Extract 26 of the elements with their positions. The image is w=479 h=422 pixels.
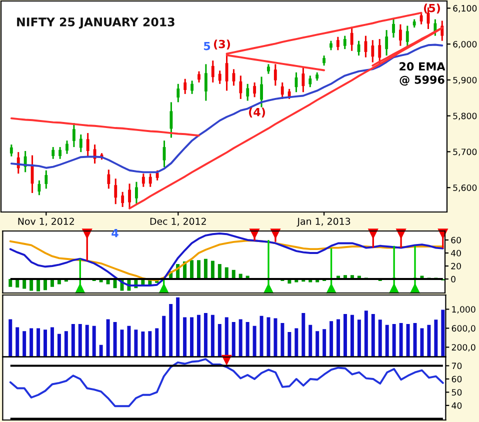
y-tick-label: 5,600 bbox=[453, 184, 477, 192]
y-tick-label: 60 bbox=[452, 376, 462, 382]
y-tick-label: 5,700 bbox=[453, 148, 477, 156]
y-tick-label: 60 bbox=[451, 236, 461, 244]
annotation: (3) bbox=[214, 40, 230, 50]
y-tick-label: 20 bbox=[451, 262, 461, 270]
y-tick-label: 1,000 bbox=[452, 306, 476, 314]
y-tick-label: 70 bbox=[452, 362, 462, 370]
annotation: (5) bbox=[424, 4, 440, 14]
y-tick-label: 5,900 bbox=[453, 76, 477, 84]
y-tick-label: 200,0 bbox=[452, 344, 476, 352]
annotation: (4) bbox=[249, 108, 265, 118]
x-tick-label: Jan 1, 2013 bbox=[296, 218, 350, 227]
text: NIFTY 25 JANUARY 2013 bbox=[17, 17, 174, 29]
y-tick-label: 50 bbox=[452, 389, 462, 396]
y-tick-label: 6,100 bbox=[453, 5, 477, 12]
y-tick-label: 40 bbox=[452, 402, 462, 409]
y-tick-label: 40 bbox=[450, 250, 461, 256]
x-tick-label: Dec 1, 2012 bbox=[150, 218, 206, 226]
y-tick-label: 6,000 bbox=[453, 40, 477, 48]
y-tick-label: 600,0 bbox=[452, 325, 476, 332]
x-tick-label: Nov 1, 2012 bbox=[18, 218, 74, 226]
annotation: 5 bbox=[204, 42, 210, 50]
y-tick-label: 0 bbox=[451, 276, 456, 282]
annotation: 20 EMA @ 5996 bbox=[400, 62, 446, 86]
y-tick-label: 5,800 bbox=[453, 112, 477, 120]
